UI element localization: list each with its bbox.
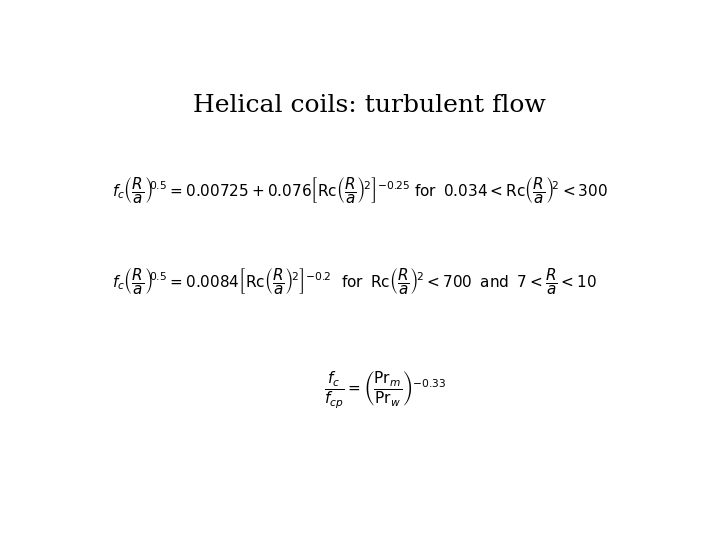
Text: $\mathrm{for}\;\; \mathrm{Rc}\left(\dfrac{R}{a}\right)^{\!2} < 700\;\;\mathrm{an: $\mathrm{for}\;\; \mathrm{Rc}\left(\dfra… bbox=[341, 266, 597, 296]
Text: $f_c\left(\dfrac{R}{a}\right)^{\!\!0.5} = 0.00725 + 0.076\left[\mathrm{Rc}\left(: $f_c\left(\dfrac{R}{a}\right)^{\!\!0.5} … bbox=[112, 174, 410, 205]
Text: $\mathrm{for}\;\; 0.034 < \mathrm{Rc}\left(\dfrac{R}{a}\right)^{\!2} < 300$: $\mathrm{for}\;\; 0.034 < \mathrm{Rc}\le… bbox=[413, 174, 608, 205]
Text: $\dfrac{f_c}{f_{cp}} = \left(\dfrac{\mathrm{Pr}_m}{\mathrm{Pr}_w}\right)^{-0.33}: $\dfrac{f_c}{f_{cp}} = \left(\dfrac{\mat… bbox=[324, 369, 447, 409]
Text: Helical coils: turbulent flow: Helical coils: turbulent flow bbox=[192, 94, 546, 117]
Text: $f_c\left(\dfrac{R}{a}\right)^{\!\!0.5} = 0.0084\left[\mathrm{Rc}\left(\dfrac{R}: $f_c\left(\dfrac{R}{a}\right)^{\!\!0.5} … bbox=[112, 266, 332, 296]
